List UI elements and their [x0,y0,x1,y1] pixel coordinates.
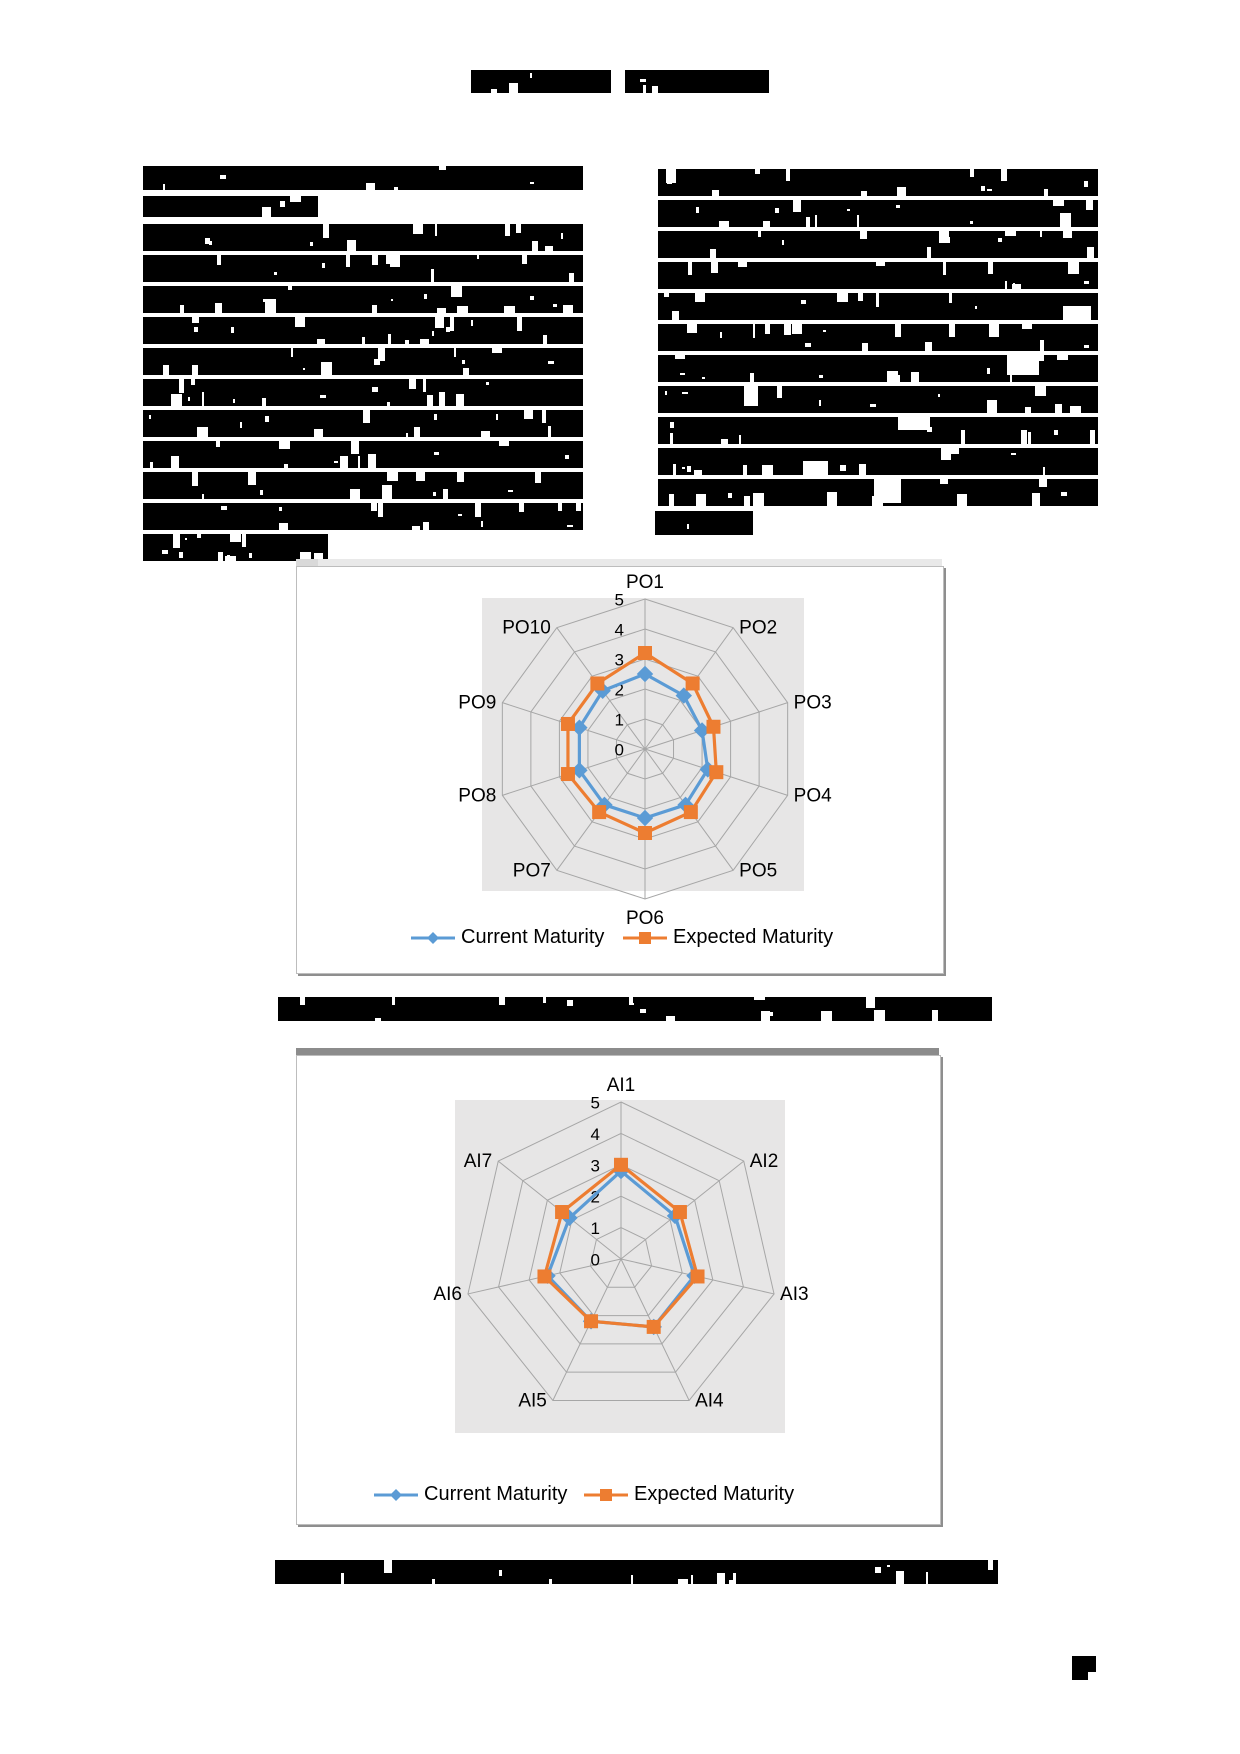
svg-text:0: 0 [591,1251,600,1270]
svg-text:1: 1 [591,1219,600,1238]
svg-text:PO9: PO9 [458,693,496,714]
svg-text:4: 4 [591,1125,600,1144]
svg-text:AI2: AI2 [750,1151,779,1172]
svg-text:PO8: PO8 [458,785,496,806]
svg-text:PO1: PO1 [626,572,664,593]
svg-text:AI3: AI3 [780,1284,809,1305]
svg-text:1: 1 [615,711,624,730]
svg-text:4: 4 [615,621,624,640]
svg-text:0: 0 [615,741,624,760]
svg-text:PO10: PO10 [502,618,551,639]
svg-text:PO4: PO4 [794,785,832,806]
svg-text:AI6: AI6 [433,1284,462,1305]
svg-text:PO2: PO2 [739,618,777,639]
svg-text:AI4: AI4 [695,1390,724,1411]
svg-text:PO7: PO7 [513,860,551,881]
svg-text:AI1: AI1 [607,1075,636,1096]
svg-text:AI5: AI5 [518,1390,547,1411]
svg-text:5: 5 [615,591,624,610]
svg-text:PO3: PO3 [794,693,832,714]
svg-text:AI7: AI7 [464,1151,493,1172]
svg-text:3: 3 [591,1156,600,1175]
svg-text:5: 5 [591,1094,600,1113]
svg-text:PO5: PO5 [739,860,777,881]
